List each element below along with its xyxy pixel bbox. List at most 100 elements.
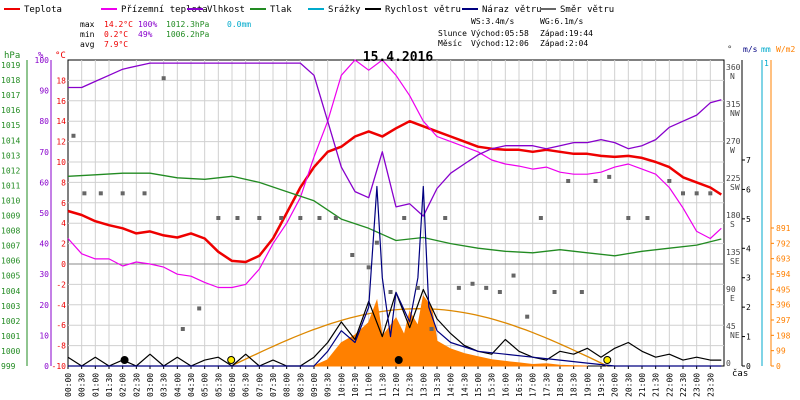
x-tick-label: 04:30 (187, 373, 196, 397)
wind-direction-point (525, 314, 530, 319)
x-tick-label: 16:30 (515, 373, 524, 397)
wind-direction-point (333, 216, 338, 220)
wind-direction-point (511, 273, 516, 278)
wind-direction-point (317, 216, 322, 220)
pressure-tick-label: 1017 (1, 91, 20, 100)
direction-name-label: W (730, 146, 735, 155)
pressure-tick-label: 1013 (1, 151, 20, 160)
pressure-tick-label: 1009 (1, 212, 20, 221)
x-axis-label: čas (732, 368, 748, 379)
axes: 00:00 00:30 01:00 01:30 02:00 02:30 03:00 03:30… (1, 45, 795, 397)
pressure-tick-label: 1001 (1, 332, 20, 341)
humidity-tick-label: 20 (39, 301, 49, 310)
humidity-tick-label: 30 (39, 270, 49, 279)
x-tick-label: 08:00 (283, 373, 292, 397)
direction-name-label: S (730, 220, 735, 229)
pressure-tick-label: 1000 (1, 347, 20, 356)
x-tick-label: 06:30 (242, 373, 251, 397)
x-tick-label: 03:00 (146, 373, 155, 397)
pressure-tick-label: 1010 (1, 196, 20, 205)
temp-tick-label: 8 (61, 178, 66, 187)
legend-item: Tlak (270, 5, 292, 15)
wind-direction-point (497, 290, 502, 294)
wind-direction-point (180, 327, 185, 331)
solar-tick-label: 495 (776, 285, 791, 294)
x-tick-label: 12:00 (392, 373, 401, 397)
x-tick-label: 23:00 (693, 373, 702, 397)
direction-tick-label: 90 (726, 285, 736, 294)
humidity-tick-label: 10 (39, 331, 49, 340)
pressure-tick-label: 1005 (1, 272, 20, 281)
x-tick-label: 15:30 (488, 373, 497, 397)
solar-tick-label: 594 (776, 270, 791, 279)
summary-max-temp: 14.2°C (104, 20, 133, 29)
wind-direction-point (538, 216, 543, 220)
x-tick-label: 00:00 (64, 373, 73, 397)
solar-tick-label: 693 (776, 255, 791, 264)
wind-direction-point (456, 285, 461, 290)
x-tick-label: 17:30 (542, 373, 551, 397)
speed-tick-label: 0 (746, 362, 751, 371)
x-tick-label: 02:30 (132, 373, 141, 397)
x-tick-label: 21:30 (652, 373, 661, 397)
rain-axis-unit: mm (761, 45, 771, 54)
pressure-tick-label: 1016 (1, 106, 20, 115)
wind-direction-point (161, 76, 166, 81)
pressure-tick-label: 999 (1, 362, 16, 371)
summary-min-label: min (80, 30, 95, 39)
x-tick-label: 11:30 (378, 373, 387, 397)
x-tick-label: 19:00 (583, 373, 592, 397)
temp-tick-label: 16 (56, 97, 66, 106)
x-tick-label: 13:00 (419, 373, 428, 397)
wind-direction-point (429, 327, 434, 331)
chart-title: 15.4.2016 (363, 50, 434, 65)
x-tick-label: 01:30 (105, 373, 114, 397)
moon-rise: Východ:12:06 (471, 39, 529, 48)
x-tick-label: 10:30 (351, 373, 360, 397)
direction-name-label: N (730, 72, 735, 81)
direction-tick-label: 45 (726, 322, 736, 331)
humidity-tick-label: 90 (39, 87, 49, 96)
pressure-tick-label: 1006 (1, 257, 20, 266)
legend-item: Vlhkost (207, 5, 245, 15)
wind-direction-point (279, 216, 284, 220)
x-tick-label: 03:30 (160, 373, 169, 397)
speed-tick-label: 4 (746, 244, 751, 253)
wind-direction-point (402, 216, 407, 220)
series-lines (67, 59, 722, 367)
wind-direction-point (120, 191, 125, 196)
summary-max-rain: 0.0mm (227, 20, 251, 29)
x-tick-label: 09:30 (324, 373, 333, 397)
x-tick-label: 22:30 (679, 373, 688, 397)
direction-tick-label: 180 (726, 211, 741, 220)
legend-item: Rychlost větru (385, 5, 461, 15)
wind-direction-point (350, 253, 355, 257)
x-tick-label: 05:00 (201, 373, 210, 397)
wind-direction-point (607, 174, 612, 179)
direction-name-label: NW (730, 109, 740, 118)
wind-direction-point (708, 191, 713, 196)
summary-avg-temp: 7.9°C (104, 40, 128, 49)
solar-tick-label: 198 (776, 331, 791, 340)
series-line-temp (67, 59, 722, 289)
humidity-tick-label: 60 (39, 178, 49, 187)
direction-tick-label: 360 (726, 63, 741, 72)
x-tick-label: 07:30 (269, 373, 278, 397)
sun-set: Západ:19:44 (540, 29, 593, 38)
direction-tick-label: 225 (726, 174, 741, 183)
x-tick-label: 14:00 (447, 373, 456, 397)
x-tick-label: 20:30 (624, 373, 633, 397)
wind-speed-avg: WS:3.4m/s (471, 17, 515, 26)
x-tick-label: 10:00 (337, 373, 346, 397)
pressure-tick-label: 1012 (1, 166, 20, 175)
direction-tick-label: 315 (726, 100, 741, 109)
series-line-speed (68, 185, 722, 367)
direction-axis-unit: ° (727, 45, 732, 55)
x-tick-label: 17:00 (529, 373, 538, 397)
moon-set: Západ:2:04 (540, 39, 588, 48)
summary-avg-label: avg (80, 40, 95, 49)
pressure-tick-label: 1004 (1, 287, 20, 296)
x-tick-label: 21:00 (638, 373, 647, 397)
wind-direction-point (366, 265, 371, 270)
